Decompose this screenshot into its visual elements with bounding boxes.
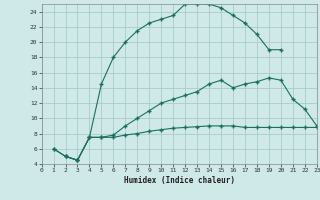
X-axis label: Humidex (Indice chaleur): Humidex (Indice chaleur) [124,176,235,185]
